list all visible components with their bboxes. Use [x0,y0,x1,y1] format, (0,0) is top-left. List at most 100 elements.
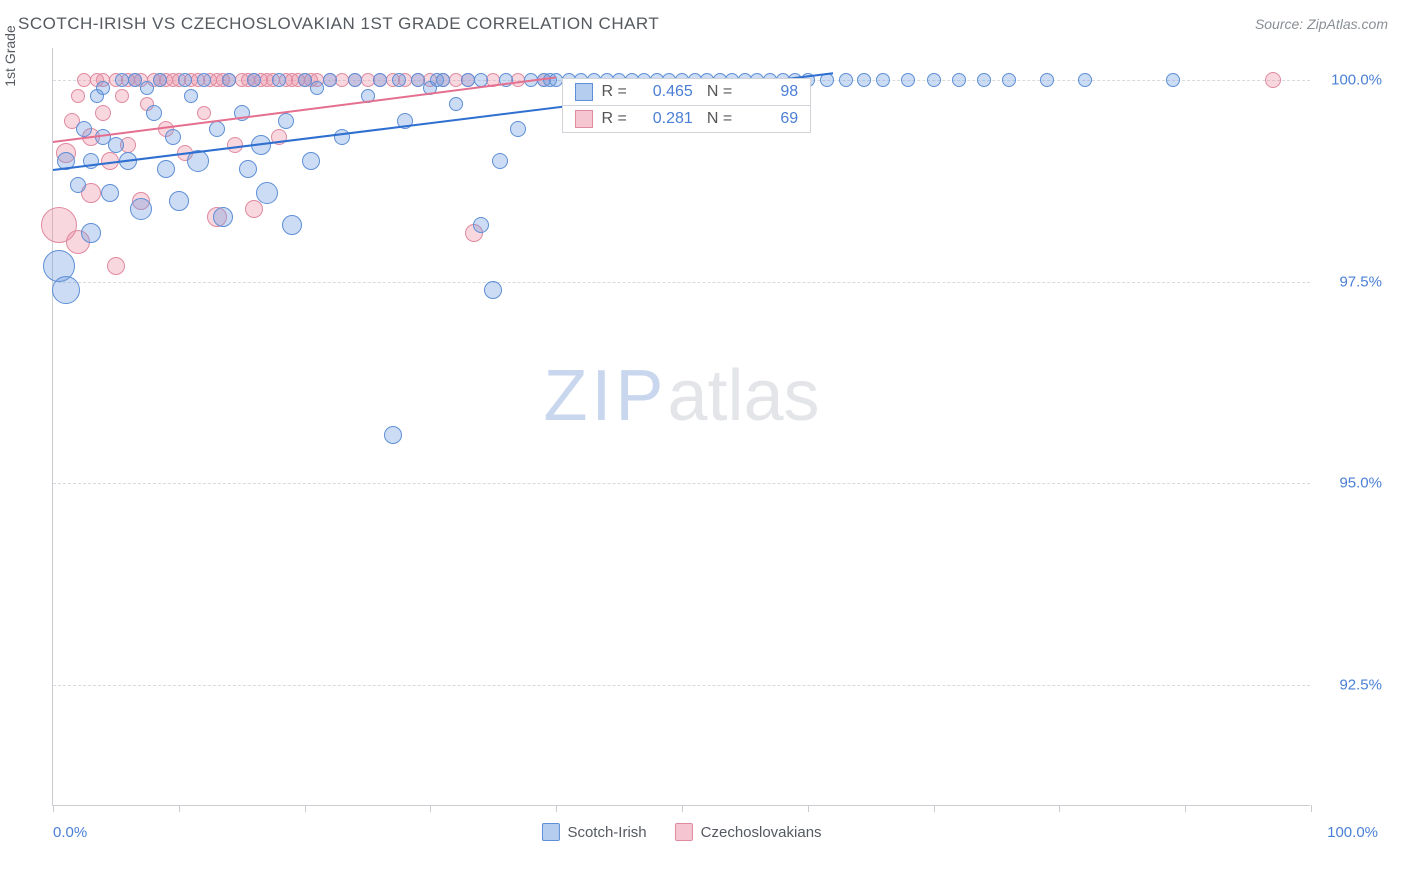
scatter-point [977,73,991,87]
x-tick [1059,805,1060,812]
scatter-point [71,89,85,103]
r-value: 0.281 [635,110,693,128]
scatter-point [334,129,350,145]
scatter-point [952,73,966,87]
scatter-point [96,81,110,95]
scatter-point [245,200,263,218]
scatter-point [130,198,152,220]
scatter-point [178,73,192,87]
scatter-point [76,121,92,137]
stats-row: R = 0.281 N = 69 [563,105,810,132]
x-tick [1185,805,1186,812]
scatter-point [839,73,853,87]
scatter-point [901,73,915,87]
scatter-point [876,73,890,87]
scatter-point [197,73,211,87]
scatter-point [70,177,86,193]
scatter-point [1078,73,1092,87]
scatter-point [108,137,124,153]
watermark: ZIPatlas [543,355,819,437]
legend-item: Scotch-Irish [541,823,646,841]
scatter-point [373,73,387,87]
series-swatch [575,110,593,128]
scatter-point [302,152,320,170]
n-value: 98 [740,83,798,101]
x-tick [934,805,935,812]
stats-box: R = 0.465 N = 98 R = 0.281 N = 69 [562,78,811,133]
scatter-point [272,73,286,87]
x-axis-max-label: 100.0% [1327,824,1378,841]
scatter-point [146,105,162,121]
scatter-point [449,97,463,111]
scatter-point [857,73,871,87]
scatter-point [510,121,526,137]
chart-title: SCOTCH-IRISH VS CZECHOSLOVAKIAN 1ST GRAD… [18,14,659,34]
gridline [53,685,1310,686]
x-axis-min-label: 0.0% [53,824,87,841]
scatter-point [1265,72,1281,88]
watermark-zip: ZIP [543,356,667,436]
x-tick [556,805,557,812]
scatter-point [384,426,402,444]
legend-item: Czechoslovakians [675,823,822,841]
y-tick-label: 95.0% [1318,475,1382,492]
y-tick-label: 97.5% [1318,273,1382,290]
scatter-point [927,73,941,87]
r-label: R = [601,110,626,128]
scatter-point [484,281,502,299]
scatter-point [52,276,80,304]
gridline [53,483,1310,484]
scatter-point [1040,73,1054,87]
scatter-point [310,81,324,95]
legend-swatch [675,823,693,841]
scatter-point [1166,73,1180,87]
gridline [53,282,1310,283]
x-tick [1311,805,1312,812]
scatter-point [492,153,508,169]
legend-swatch [541,823,559,841]
scatter-point [197,106,211,120]
scatter-point [140,81,154,95]
scatter-point [165,129,181,145]
x-tick [808,805,809,812]
legend-label: Czechoslovakians [701,824,822,841]
x-tick [179,805,180,812]
scatter-point [184,89,198,103]
scatter-point [81,223,101,243]
y-tick-label: 92.5% [1318,677,1382,694]
scatter-point [278,113,294,129]
r-value: 0.465 [635,83,693,101]
scatter-point [239,160,257,178]
scatter-point [247,73,261,87]
scatter-point [169,191,189,211]
stats-row: R = 0.465 N = 98 [563,79,810,105]
n-label: N = [707,110,732,128]
scatter-point [115,89,129,103]
legend-label: Scotch-Irish [567,824,646,841]
watermark-atlas: atlas [667,356,819,436]
scatter-point [392,73,406,87]
scatter-point [348,73,362,87]
scatter-point [323,73,337,87]
n-label: N = [707,83,732,101]
scatter-point [128,73,142,87]
n-value: 69 [740,110,798,128]
scatter-point [411,73,425,87]
scatter-point [298,73,312,87]
scatter-point [107,257,125,275]
y-axis-label: 1st Grade [2,25,18,86]
scatter-point [101,184,119,202]
plot-area: ZIPatlas 92.5%95.0%97.5%100.0%0.0%100.0%… [52,48,1310,806]
scatter-point [222,73,236,87]
y-tick-label: 100.0% [1318,72,1382,89]
scatter-point [157,160,175,178]
scatter-point [256,182,278,204]
source-label: Source: ZipAtlas.com [1255,16,1388,32]
scatter-point [436,73,450,87]
x-tick [53,805,54,812]
legend: Scotch-Irish Czechoslovakians [541,823,821,841]
x-tick [682,805,683,812]
scatter-point [1002,73,1016,87]
x-tick [305,805,306,812]
r-label: R = [601,83,626,101]
